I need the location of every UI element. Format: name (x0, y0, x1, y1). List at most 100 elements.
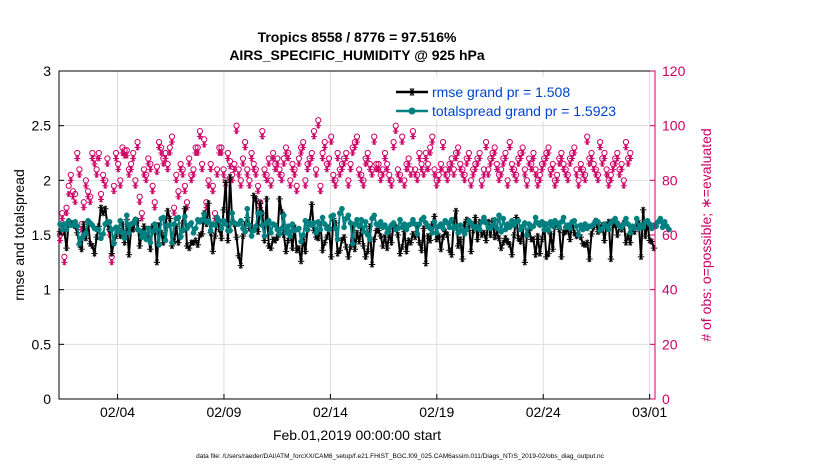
totalspread-marker (448, 216, 455, 223)
obs-evaluated-marker (526, 160, 533, 167)
obs-evaluated-marker (97, 196, 104, 203)
obs-evaluated-marker (57, 237, 64, 244)
obs-evaluated-marker (128, 166, 135, 173)
rmse-marker (340, 233, 348, 241)
totalspread-marker (253, 223, 259, 230)
obs-evaluated-marker (384, 166, 391, 173)
rmse-marker (321, 239, 328, 246)
obs-evaluated-marker (528, 166, 535, 173)
obs-possible-marker (89, 149, 96, 157)
obs-evaluated-marker (502, 155, 509, 162)
obs-possible-marker (244, 166, 251, 173)
obs-evaluated-marker (82, 182, 89, 189)
obs-evaluated-marker (465, 155, 472, 162)
totalspread-marker (192, 225, 199, 232)
obs-evaluated-marker (431, 171, 438, 178)
rmse-marker (233, 233, 240, 241)
obs-possible-marker (151, 199, 158, 206)
obs-evaluated-marker (351, 144, 358, 151)
obs-evaluated-marker (164, 166, 171, 173)
obs-evaluated-marker (173, 177, 180, 184)
totalspread-marker (242, 228, 248, 235)
obs-evaluated-marker (554, 177, 561, 184)
obs-evaluated-marker (530, 155, 537, 162)
obs-evaluated-marker (321, 144, 328, 151)
obs-evaluated-marker (136, 199, 143, 206)
obs-evaluated-marker (151, 204, 158, 211)
totalspread-marker (74, 223, 81, 230)
y-tick-label-left: 0 (43, 391, 51, 407)
rmse-marker (108, 250, 115, 257)
totalspread-marker (237, 217, 244, 224)
totalspread-marker (246, 222, 253, 229)
obs-possible-marker (166, 144, 173, 151)
obs-evaluated-marker (100, 177, 107, 184)
rmse-marker (648, 238, 655, 245)
obs-evaluated-marker (377, 177, 384, 184)
obs-possible-marker (248, 149, 255, 157)
obs-possible-marker (183, 199, 191, 206)
totalspread-marker (326, 226, 332, 233)
totalspread-marker (640, 224, 647, 231)
obs-evaluated-marker (547, 171, 554, 178)
obs-evaluated-marker (422, 155, 429, 162)
rmse-marker (379, 242, 387, 250)
obs-evaluated-marker (59, 215, 66, 222)
rmse-marker (209, 248, 217, 255)
totalspread-marker (265, 217, 272, 224)
obs-evaluated-marker (302, 182, 309, 189)
obs-evaluated-marker (332, 182, 339, 189)
obs-evaluated-marker (319, 155, 326, 162)
obs-evaluated-marker (134, 144, 141, 151)
rmse-marker (97, 204, 105, 211)
obs-possible-marker (394, 166, 401, 173)
totalspread-marker (414, 231, 421, 237)
totalspread-marker (147, 239, 154, 246)
x-tick-label: 02/04 (100, 404, 135, 420)
obs-evaluated-marker (513, 177, 520, 184)
obs-possible-marker (104, 155, 111, 162)
obs-evaluated-marker (110, 188, 117, 195)
obs-evaluated-marker (584, 139, 591, 146)
obs-evaluated-marker (300, 144, 307, 151)
obs-evaluated-marker (489, 155, 496, 162)
obs-evaluated-marker (506, 144, 513, 151)
obs-possible-marker (437, 160, 445, 168)
totalspread-marker (489, 222, 496, 229)
obs-possible-marker (545, 144, 552, 151)
rmse-marker (472, 214, 479, 221)
obs-evaluated-marker (386, 177, 393, 184)
rmse-marker (99, 209, 107, 217)
obs-possible-marker (145, 155, 152, 162)
rmse-marker (532, 251, 539, 258)
obs-evaluated-marker (308, 155, 315, 162)
obs-possible-marker (97, 190, 105, 198)
obs-evaluated-marker (93, 171, 100, 178)
obs-evaluated-marker (166, 150, 173, 156)
obs-evaluated-marker (541, 160, 548, 167)
obs-evaluated-marker (63, 210, 70, 217)
rmse-marker (586, 255, 593, 263)
totalspread-marker (257, 210, 264, 216)
totalspread-marker (100, 231, 106, 237)
totalspread-marker (278, 225, 285, 232)
obs-evaluated-marker (412, 171, 419, 178)
totalspread-marker (222, 221, 229, 227)
totalspread-marker (356, 223, 363, 230)
obs-possible-marker (138, 210, 145, 217)
obs-evaluated-marker (113, 155, 120, 162)
totalspread-marker (151, 221, 158, 227)
y-axis-label-right: # of obs: o=possible; ∗=evaluated (698, 128, 714, 341)
totalspread-marker (524, 232, 530, 238)
obs-evaluated-marker (496, 177, 503, 184)
rmse-marker (457, 236, 464, 243)
obs-evaluated-marker (310, 133, 317, 140)
obs-evaluated-marker (194, 150, 201, 156)
obs-possible-marker (465, 149, 472, 157)
obs-evaluated-marker (115, 166, 122, 173)
obs-evaluated-marker (369, 171, 376, 178)
obs-evaluated-marker (448, 160, 455, 167)
obs-possible-marker (571, 144, 578, 151)
totalspread-marker (261, 233, 268, 239)
